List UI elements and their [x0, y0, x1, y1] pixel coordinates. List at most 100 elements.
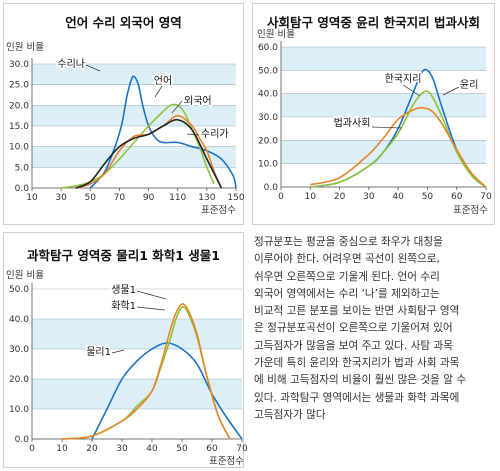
chart-title: 언어 수리 외국어 영역: [65, 15, 182, 30]
y-tick-label: 10.0: [258, 160, 278, 170]
y-tick-label: 0.0: [264, 183, 279, 193]
x-axis-label: 표준점수: [209, 455, 244, 467]
series-line-수리가: [75, 118, 223, 189]
paragraph-line: 외국어 영역에서는 수리 ‘나’를 제외하고는: [254, 287, 440, 300]
x-tick-label: 30: [116, 444, 128, 454]
paragraph-line: 에 비해 고득점자의 비율이 훨씬 많은 것을 알 수: [254, 374, 467, 387]
series-line-법과사회: [310, 106, 487, 188]
y-tick-label: 40.0: [9, 315, 29, 325]
x-tick-label: 90: [143, 193, 155, 203]
x-tick-label: 10: [305, 192, 317, 202]
series-label: 생물1: [111, 284, 136, 296]
description-paragraph: 정규분포는 평균을 중심으로 좌우가 대칭을 이루어야 한다. 어려우면 곡선이…: [254, 234, 492, 424]
y-tick-label: 40.0: [258, 90, 278, 100]
x-tick-label: 10: [26, 193, 38, 203]
leader-line: [186, 133, 200, 136]
x-tick-label: 130: [198, 193, 215, 203]
grid-band: [281, 93, 486, 117]
grid-band: [32, 146, 236, 168]
chart-1-plot: 0.0 5.0 10.0 15.0 20.0 25.0 30.0 10 30 50 70 90 110 1…: [6, 42, 245, 216]
series-label: 법과사회: [334, 117, 371, 129]
x-tick-label: 70: [480, 192, 492, 202]
x-tick-label: 40: [392, 192, 404, 202]
chart-panel-3: 과학탐구 영역중 물리1 화학1 생물1 0.0 10.0 20.0 30.0 40.0…: [3, 232, 248, 468]
series-label: 수리나: [57, 58, 85, 70]
chart-title: 사회탐구 영역중 윤리 한국지리 법과사회: [267, 15, 480, 30]
x-tick-label: 10: [56, 444, 68, 454]
x-tick-label: 50: [422, 192, 434, 202]
paragraph-line: 있다. 과학탐구 영역에서는 생물과 화학 과목에: [254, 391, 460, 404]
series-label: 윤리: [460, 79, 478, 91]
x-tick-label: 50: [176, 444, 188, 454]
chart-2-plot: 0.0 10.0 20.0 30.0 40.0 50.0 60.0 0 10 20 30 40 50 60…: [257, 29, 492, 216]
y-axis-label: 인원 비율: [6, 270, 44, 281]
grid-band: [32, 379, 242, 409]
x-tick-label: 0: [29, 444, 35, 454]
y-tick-label: 0.0: [15, 184, 30, 194]
series-label: 언어: [154, 75, 172, 87]
paragraph-line: 고득점자가 많다: [254, 408, 326, 421]
series-label: 물리1: [86, 346, 111, 358]
x-tick-label: 30: [55, 193, 67, 203]
series-label: 화학1: [111, 300, 136, 312]
chart-panel-2: 사회탐구 영역중 윤리 한국지리 법과사회 0.0 10.0 20.0 30.0 40.…: [252, 3, 495, 225]
y-tick-label: 50.0: [258, 66, 278, 76]
y-axis-label: 인원 비율: [257, 29, 295, 40]
series-label: 한국지리: [385, 73, 422, 85]
leader-line: [136, 290, 167, 300]
chart-title: 과학탐구 영역중 물리1 화학1 생물1: [26, 248, 220, 263]
grid-band: [32, 105, 236, 126]
paragraph-line: 쉬우면 오른쪽으로 기울게 된다. 언어 수리: [254, 270, 440, 283]
x-axis-label: 표준점수: [201, 204, 236, 216]
chart-panel-1: 언어 수리 외국어 영역 0.0 5.0 10.0 15.0 20.0 25.0 30.0 1…: [3, 3, 245, 225]
series-line-언어: [61, 103, 215, 189]
paragraph-line: 정규분포는 평균을 중심으로 좌우가 대칭을: [254, 236, 443, 248]
leader-line: [371, 126, 403, 129]
x-tick-label: 70: [114, 193, 126, 203]
leader-line: [111, 349, 125, 354]
y-tick-label: 10.0: [9, 405, 29, 415]
series-label: 수리가: [201, 128, 229, 140]
x-tick-label: 60: [206, 444, 218, 454]
leader-line: [136, 306, 166, 311]
x-tick-label: 20: [86, 444, 98, 454]
series-line-윤리: [310, 90, 487, 188]
paragraph-line: 비교적 고른 분포를 보이는 반면 사회탐구 영역: [254, 305, 460, 318]
x-tick-label: 40: [146, 444, 158, 454]
x-tick-label: 60: [451, 192, 463, 202]
y-tick-label: 30.0: [258, 113, 278, 123]
y-tick-label: 30.0: [9, 60, 29, 70]
grid-band: [32, 319, 242, 349]
x-tick-label: 50: [85, 193, 97, 203]
y-tick-label: 20.0: [9, 101, 29, 111]
y-tick-label: 15.0: [9, 122, 29, 132]
y-tick-label: 10.0: [9, 143, 29, 153]
grid-band: [32, 64, 236, 85]
x-tick-label: 0: [278, 192, 284, 202]
paragraph-line: 고득점자가 많음을 보여 주고 있다. 사탐 과목: [254, 339, 454, 352]
x-tick-label: 30: [363, 192, 375, 202]
leader-line: [154, 85, 163, 98]
paragraph-line: 은 정규분포곡선이 오른쪽으로 기울어져 있어: [254, 322, 453, 335]
y-tick-label: 20.0: [9, 375, 29, 385]
leader-line: [442, 86, 460, 96]
y-tick-label: 25.0: [9, 81, 29, 91]
y-tick-label: 20.0: [258, 136, 278, 146]
y-axis-label: 인원 비율: [6, 42, 44, 53]
leader-line: [85, 64, 101, 72]
series-line-생물1: [61, 303, 231, 440]
x-tick-label: 70: [236, 444, 248, 454]
series-label: 외국어: [184, 95, 212, 107]
y-tick-label: 50.0: [9, 285, 29, 295]
paragraph-line: 가운데 특히 윤리와 한국지리가 법과 사회 과목: [254, 357, 460, 370]
series-line-수리나: [89, 75, 237, 189]
y-tick-label: 60.0: [258, 43, 278, 53]
chart-3-plot: 0.0 10.0 20.0 30.0 40.0 50.0 0 10 20 30 40 50 60 70 인원…: [6, 270, 248, 467]
grid-band: [281, 47, 486, 71]
y-tick-label: 30.0: [9, 345, 29, 355]
paragraph-line: 이루어야 한다. 어려우면 곡선이 왼쪽으로,: [254, 253, 440, 266]
y-tick-label: 0.0: [15, 435, 30, 445]
x-tick-label: 150: [227, 193, 244, 203]
leader-line: [402, 84, 421, 97]
x-axis-label: 표준점수: [453, 204, 488, 216]
